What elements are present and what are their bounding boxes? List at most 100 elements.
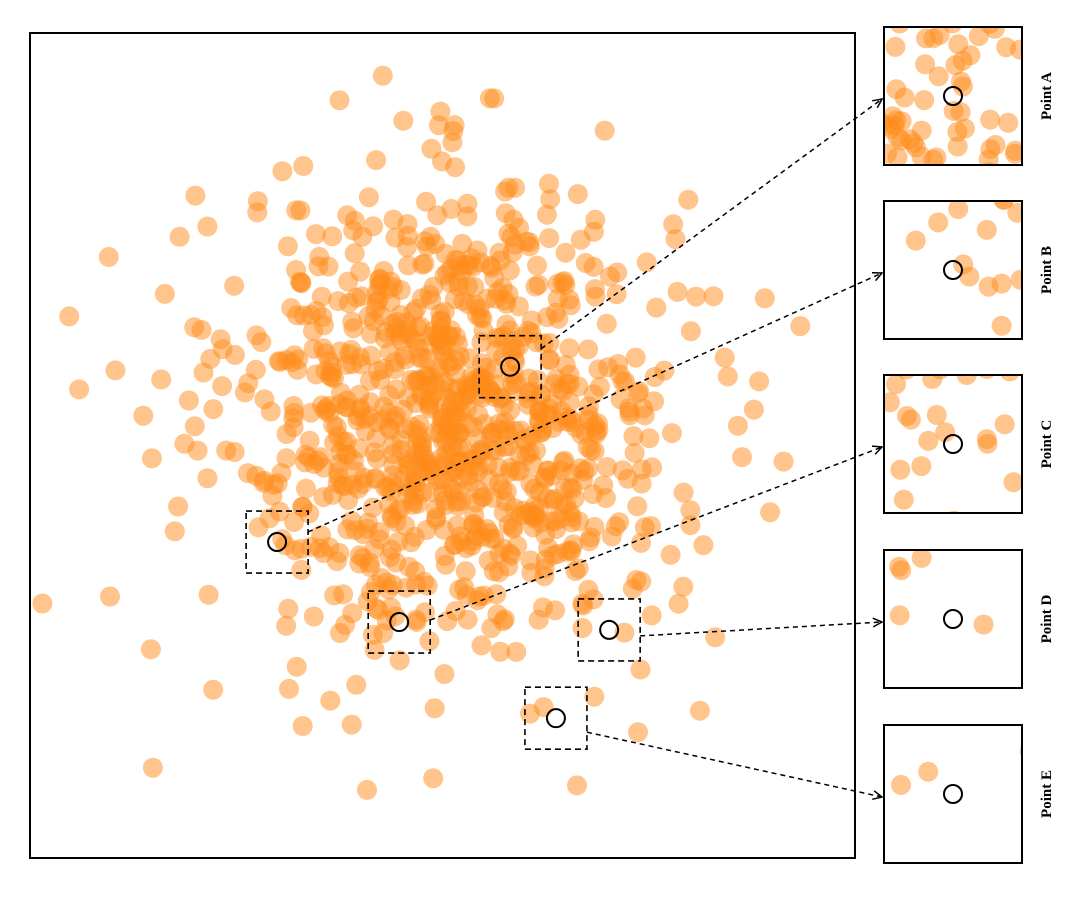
scatter-point <box>732 447 752 468</box>
inset-point <box>857 143 877 163</box>
scatter-point <box>589 376 610 397</box>
inset-point <box>857 130 877 150</box>
scatter-point <box>168 496 189 517</box>
scatter-point <box>490 327 511 348</box>
scatter-point <box>364 469 385 489</box>
leader-arrowhead <box>872 617 884 628</box>
scatter-point <box>773 451 794 472</box>
inset-point <box>947 136 968 157</box>
scatter-point <box>384 352 405 373</box>
scatter-point <box>343 220 364 241</box>
inset-point <box>1000 375 1020 382</box>
scatter-point <box>324 585 345 606</box>
scatter-point <box>336 444 357 465</box>
scatter-point <box>457 206 478 227</box>
zoom-box <box>367 590 431 654</box>
scatter-point <box>291 538 312 559</box>
scatter-point <box>646 297 667 318</box>
scatter-point <box>369 529 390 550</box>
scatter-point <box>686 286 706 307</box>
inset-highlight-marker <box>943 784 963 804</box>
scatter-point <box>644 367 665 387</box>
scatter-point <box>360 345 381 366</box>
scatter-point <box>499 543 520 564</box>
scatter-point <box>435 335 456 356</box>
scatter-point <box>489 419 510 440</box>
zoom-box <box>478 334 542 399</box>
highlight-marker <box>545 708 566 729</box>
scatter-point <box>499 260 520 281</box>
scatter-point <box>321 367 342 388</box>
leader-arrowhead <box>871 445 884 455</box>
scatter-point <box>631 532 651 553</box>
scatter-point <box>624 442 645 463</box>
scatter-point <box>548 308 569 329</box>
inset-point <box>894 87 915 108</box>
scatter-point <box>141 448 162 469</box>
scatter-point <box>570 229 591 250</box>
scatter-point <box>668 593 689 614</box>
scatter-point <box>442 461 462 482</box>
inset-border <box>883 724 1023 864</box>
scatter-point <box>427 205 448 226</box>
scatter-point <box>154 283 175 304</box>
scatter-point <box>636 252 657 273</box>
scatter-point <box>247 202 268 223</box>
scatter-point <box>140 639 161 660</box>
scatter-point <box>366 412 387 433</box>
scatter-point <box>509 460 530 481</box>
scatter-point <box>539 173 559 194</box>
scatter-point <box>420 482 441 502</box>
scatter-point <box>506 641 527 662</box>
scatter-point <box>580 527 601 548</box>
inset-point <box>935 422 956 443</box>
inset-point <box>923 149 944 165</box>
inset-point <box>901 529 921 549</box>
scatter-point <box>496 481 517 502</box>
scatter-point <box>568 376 589 397</box>
inset-frame <box>883 724 1023 864</box>
scatter-point <box>641 605 662 626</box>
inset-point <box>926 405 947 425</box>
scatter-point <box>615 371 636 392</box>
scatter-point <box>631 571 652 592</box>
scatter-point <box>567 775 587 796</box>
scatter-point <box>754 288 775 309</box>
scatter-point <box>565 561 586 581</box>
highlight-marker <box>500 356 521 377</box>
scatter-point <box>528 609 549 630</box>
scatter-point <box>389 650 410 671</box>
scatter-point <box>290 200 311 221</box>
scatter-point <box>286 656 307 677</box>
scatter-point <box>350 261 371 282</box>
scatter-point <box>253 472 274 493</box>
scatter-point <box>614 622 635 643</box>
inset-point <box>890 459 911 480</box>
scatter-point <box>379 547 400 568</box>
scatter-point <box>596 313 617 334</box>
inset-point <box>854 124 874 144</box>
scatter-point <box>197 216 218 237</box>
inset-point <box>885 36 906 57</box>
highlight-marker <box>599 619 620 640</box>
scatter-point <box>417 236 438 257</box>
scatter-point <box>184 416 205 437</box>
scatter-point <box>594 120 615 141</box>
scatter-point <box>717 366 738 387</box>
inset-point <box>928 212 949 233</box>
scatter-point <box>360 582 381 603</box>
inset-highlight-marker <box>943 260 963 280</box>
inset-highlight-marker <box>943 609 963 629</box>
inset-point <box>943 27 962 34</box>
scatter-point <box>458 294 479 315</box>
inset-point <box>1010 269 1022 290</box>
inset-point <box>900 409 921 430</box>
scatter-point <box>381 597 402 618</box>
main-plot-frame <box>29 32 856 859</box>
inset-dots <box>854 27 1022 165</box>
scatter-point <box>405 393 426 413</box>
scatter-point <box>59 306 80 327</box>
scatter-point <box>366 150 387 171</box>
scatter-point <box>248 517 269 538</box>
scatter-point <box>479 469 500 490</box>
